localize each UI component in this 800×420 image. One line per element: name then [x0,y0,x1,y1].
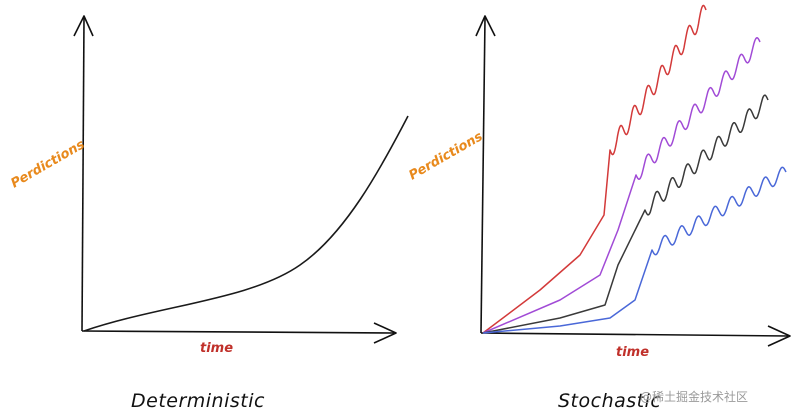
x-axis-label: time [200,341,233,356]
y-axis-label: Perdictions [9,137,88,191]
x-axis-label: time [616,345,649,360]
y-axis [73,15,94,332]
x-axis [81,322,397,344]
stochastic-curve-red [482,4,707,334]
stochastic-curve-dark [482,94,769,334]
stochastic-curve-blue [482,166,787,334]
stochastic-panel: Perdictions time Stochastic [407,4,791,412]
deterministic-panel: Perdictions time Deterministic [9,15,409,412]
watermark: @稀土掘金技术社区 [640,389,748,404]
deterministic-curve [83,115,409,332]
stochastic-curve-purple [482,37,761,334]
y-axis [475,15,496,334]
panel-caption: Deterministic [131,390,265,412]
stochastic-curves [482,4,787,334]
panel-caption: Stochastic [558,390,661,412]
y-axis-label: Perdictions [407,129,486,183]
x-axis [480,325,791,347]
